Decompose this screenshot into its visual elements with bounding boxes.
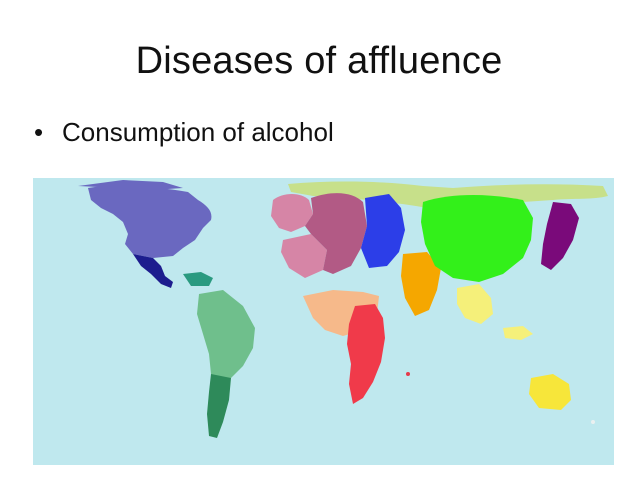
- bullet-item: • Consumption of alcohol: [34, 114, 334, 150]
- region-sub-saharan-africa: [347, 304, 385, 404]
- region-southeast-asia: [457, 284, 493, 324]
- region-australia: [529, 374, 571, 410]
- slide-title: Diseases of affluence: [135, 40, 503, 82]
- region-japan: [541, 202, 579, 270]
- region-china: [421, 195, 533, 282]
- cartogram-svg: [33, 178, 614, 465]
- region-russia-north: [288, 181, 608, 208]
- region-iberia: [281, 234, 327, 278]
- region-southern-cone: [207, 374, 231, 438]
- region-eastern-europe: [361, 194, 405, 268]
- region-indonesia: [503, 326, 533, 340]
- bullet-text: Consumption of alcohol: [62, 117, 334, 147]
- region-western-europe: [271, 194, 313, 232]
- region-south-america: [197, 290, 255, 384]
- bullet-icon: •: [34, 117, 44, 147]
- region-mexico: [133, 254, 173, 288]
- region-north-america: [88, 185, 212, 258]
- region-middle-east: [401, 252, 441, 316]
- island-marker: [591, 420, 595, 424]
- world-cartogram: [33, 178, 614, 465]
- region-central-europe: [305, 193, 367, 274]
- region-canada-north: [78, 180, 183, 190]
- region-caribbean: [183, 272, 213, 286]
- island-marker: [406, 372, 410, 376]
